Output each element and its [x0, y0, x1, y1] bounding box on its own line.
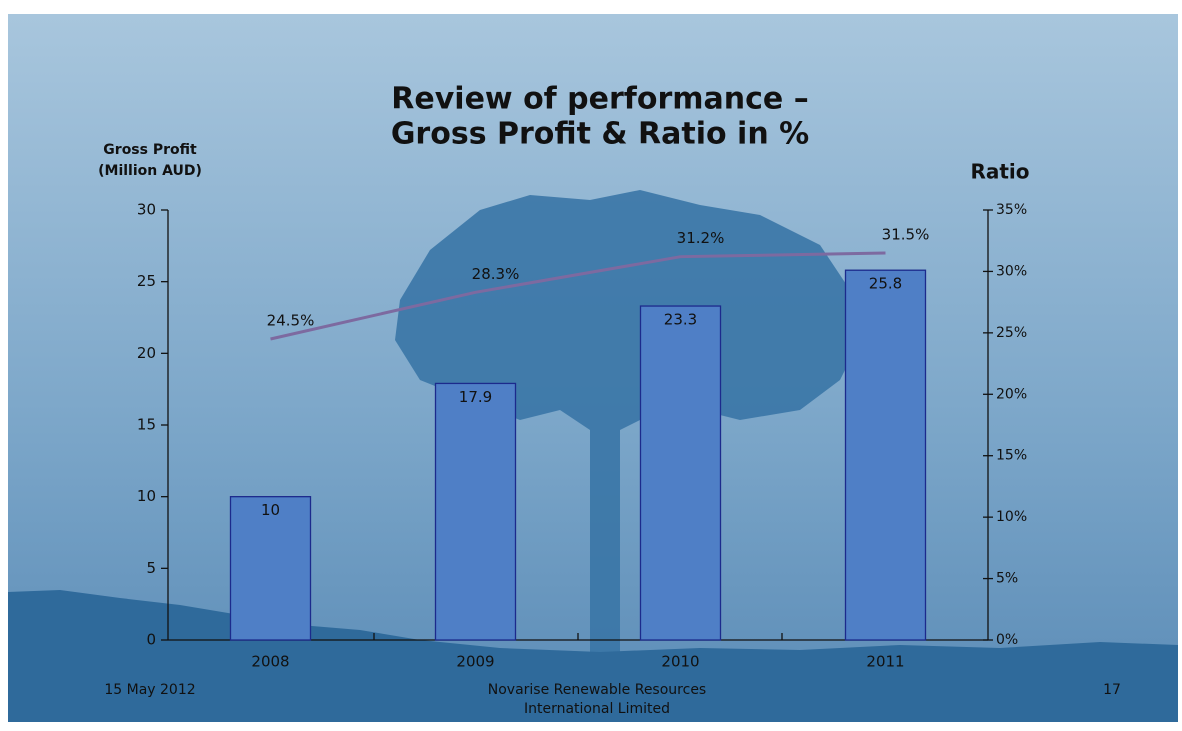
y2-tick-label: 0%	[996, 632, 1018, 648]
y-axis-title: (Million AUD)	[98, 163, 202, 179]
title: Review of performance – Gross Profit & R…	[391, 82, 809, 152]
chart-title: Review of performance –	[391, 82, 808, 117]
y2-tick-label: 35%	[996, 202, 1027, 218]
chart-title: Gross Profit & Ratio in %	[391, 117, 809, 152]
bar-value-label: 25.8	[869, 275, 902, 293]
x-tick-label: 2010	[661, 653, 699, 671]
y2-tick-label: 15%	[996, 448, 1027, 464]
y2-tick-label: 30%	[996, 263, 1027, 279]
y2-tick-label: 10%	[996, 509, 1027, 525]
footer-date: 15 May 2012	[104, 682, 195, 698]
x-tick-label: 2008	[251, 653, 289, 671]
y-axis-title: Gross Profit	[103, 142, 197, 158]
footer-company: International Limited	[524, 701, 670, 717]
bar-value-label: 23.3	[664, 311, 697, 329]
y2-tick-label: 20%	[996, 386, 1027, 402]
page: Review of performance – Gross Profit & R…	[0, 0, 1182, 727]
bar-value-label: 10	[261, 501, 280, 519]
line-value-label: 31.5%	[882, 226, 930, 244]
line-value-label: 31.2%	[677, 229, 725, 247]
bar-value-label: 17.9	[459, 388, 492, 406]
page-number: 17	[1103, 682, 1121, 698]
x-tick-label: 2009	[456, 653, 494, 671]
y-tick-label: 0	[146, 631, 156, 649]
y-tick-label: 25	[137, 272, 156, 290]
y2-axis-title: Ratio	[970, 160, 1029, 184]
bar	[436, 383, 516, 640]
bar	[641, 306, 721, 640]
line-value-label: 28.3%	[472, 265, 520, 283]
y2-tick-label: 25%	[996, 325, 1027, 341]
chart: Review of performance – Gross Profit & R…	[0, 0, 1182, 727]
y-tick-label: 15	[137, 416, 156, 434]
x-tick-label: 2011	[866, 653, 904, 671]
y-tick-label: 5	[146, 559, 156, 577]
footer-company: Novarise Renewable Resources	[488, 682, 706, 698]
y-tick-label: 20	[137, 344, 156, 362]
y2-tick-label: 5%	[996, 571, 1018, 587]
bar	[846, 270, 926, 640]
y-tick-label: 30	[137, 201, 156, 219]
line-value-label: 24.5%	[267, 312, 315, 330]
y-tick-label: 10	[137, 487, 156, 505]
